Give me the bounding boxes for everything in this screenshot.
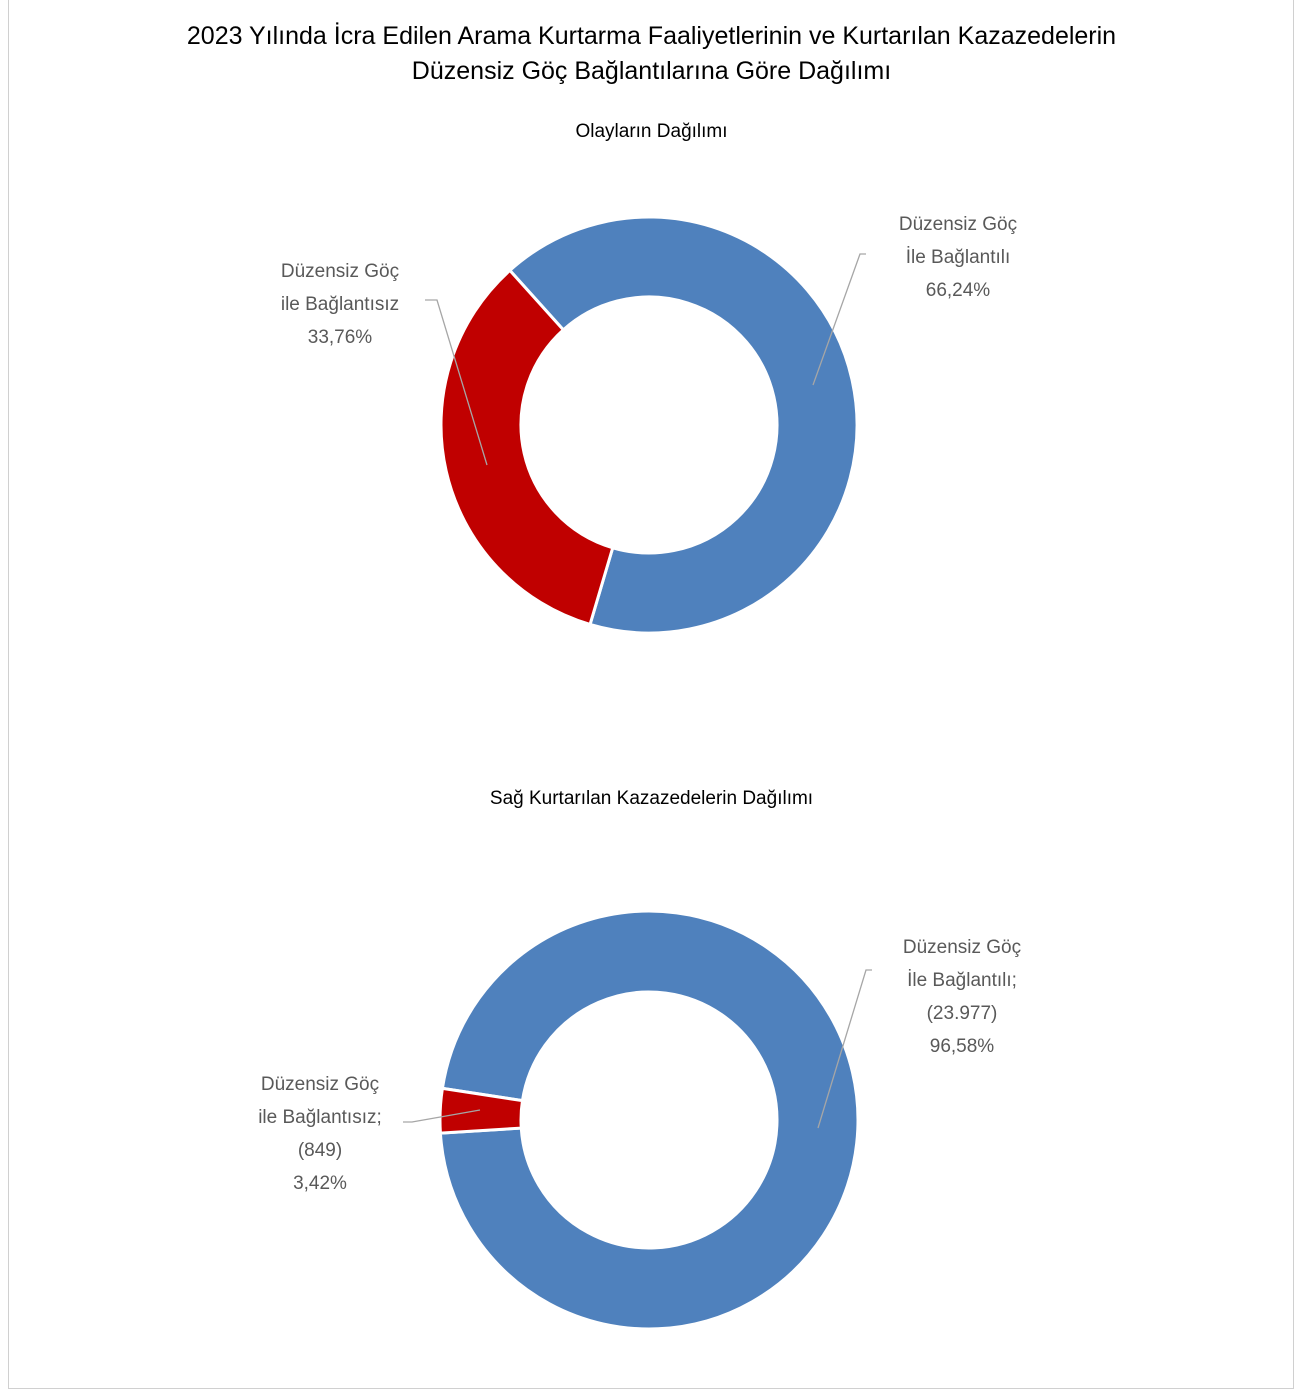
value-label: (849): [297, 1140, 343, 1161]
value-label: (23.977): [926, 1003, 998, 1024]
chart-title: Olayların Dağılımı: [575, 121, 728, 142]
donut-slice: [439, 268, 615, 627]
category-label: Düzensiz Göç ile Bağlantısız;: [258, 1074, 382, 1128]
data-label: Düzensiz Göç ile Bağlantısız; (849) 3,42%: [235, 1068, 405, 1200]
percent-label: 3,42%: [293, 1173, 347, 1194]
value-label: 66,24%: [925, 280, 991, 301]
leader-line: [817, 969, 872, 1129]
category-label: Düzensiz Göç ile Bağlantısız: [280, 261, 400, 315]
value-label: 33,76%: [307, 327, 373, 348]
title-line: Düzensiz Göç Bağlantılarına Göre Dağılım…: [411, 57, 892, 85]
category-label: Düzensiz Göç İle Bağlantılı: [898, 214, 1018, 268]
leader-line: [812, 253, 866, 386]
donut-slice: [438, 1086, 525, 1135]
title-line: 2023 Yılında İcra Edilen Arama Kurtarma …: [186, 22, 1117, 50]
frame: [8, 0, 1294, 1389]
leader-line: [403, 1109, 481, 1123]
category-label: Düzensiz Göç İle Bağlantılı;: [902, 937, 1022, 991]
data-label: Düzensiz Göç ile Bağlantısız 33,76%: [255, 255, 425, 354]
chart-title: Sağ Kurtarılan Kazazedelerin Dağılımı: [489, 788, 814, 809]
data-label: Düzensiz Göç İle Bağlantılı; (23.977) 96,5…: [877, 931, 1047, 1063]
donut-slice: [438, 909, 860, 1331]
percent-label: 96,58%: [929, 1036, 995, 1057]
leader-line: [425, 299, 488, 466]
donut-slice: [507, 215, 859, 635]
data-label: Düzensiz Göç İle Bağlantılı 66,24%: [873, 208, 1043, 307]
